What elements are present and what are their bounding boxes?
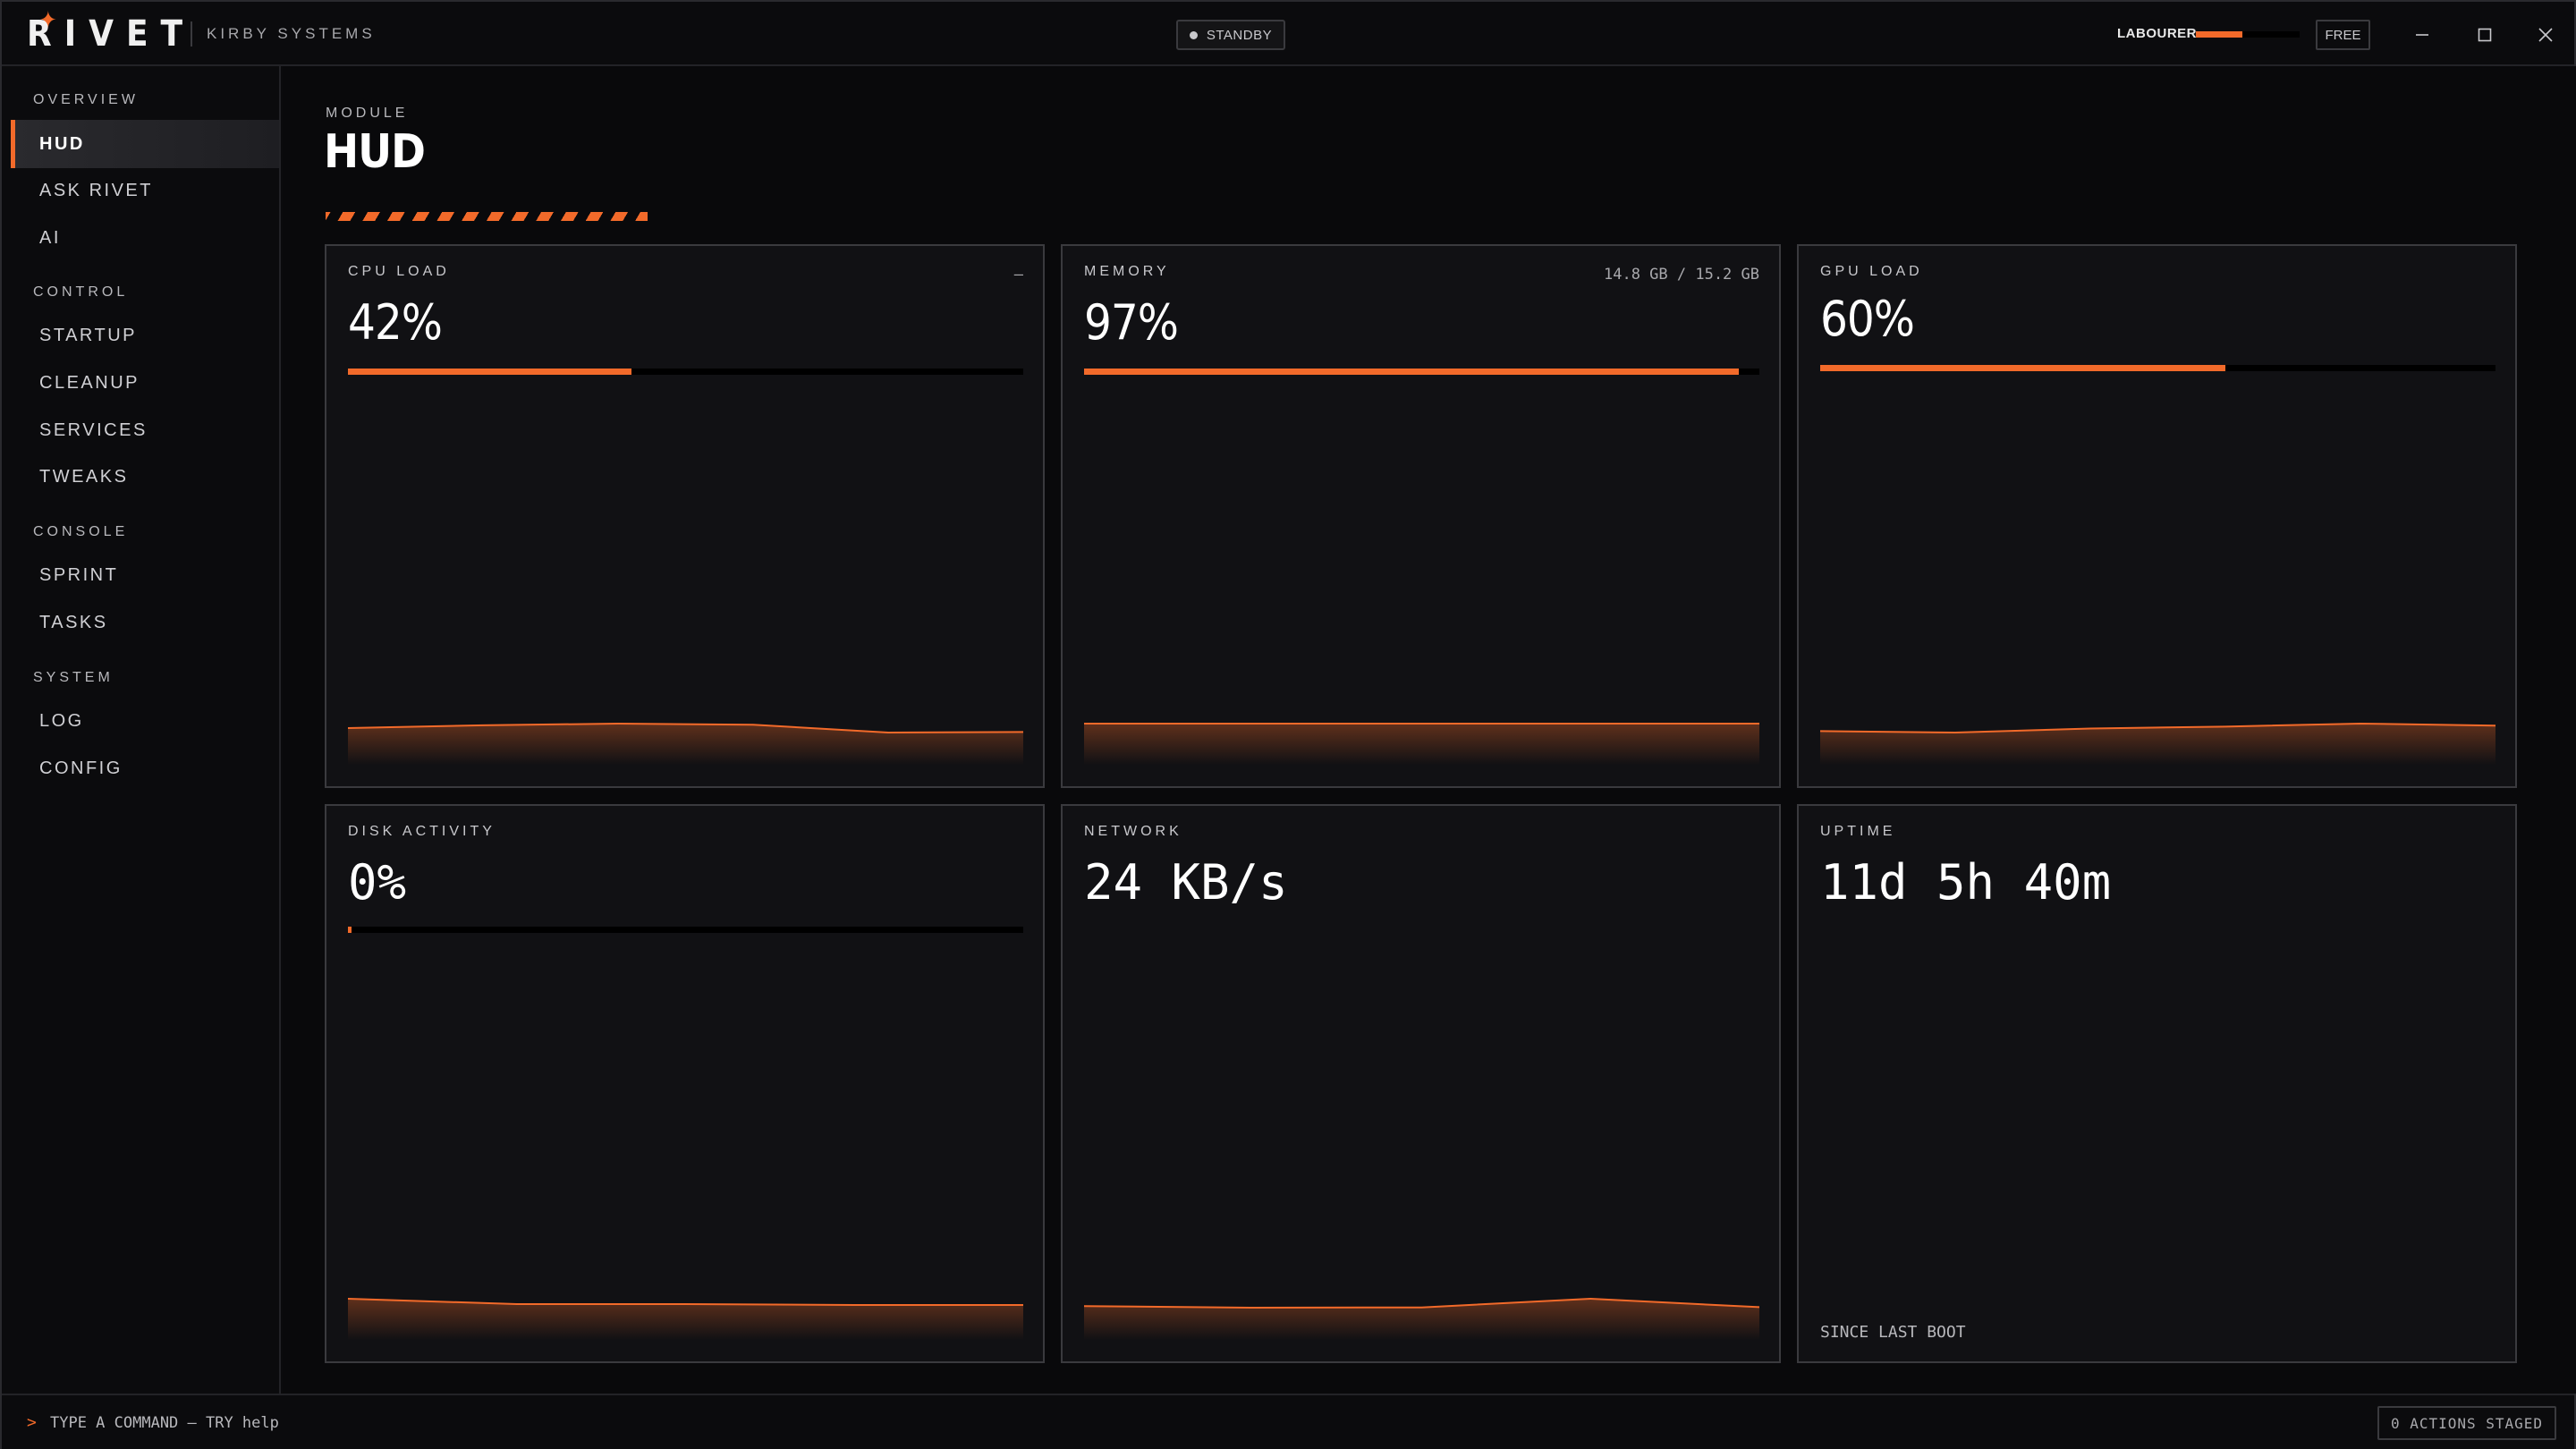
sidebar-item-ask-rivet[interactable]: ASK RIVET — [39, 180, 153, 200]
command-input[interactable] — [50, 1410, 855, 1436]
sparkline-area — [1084, 1299, 1759, 1340]
plan-badge[interactable]: FREE — [2316, 20, 2370, 50]
memory-bar-fill — [1084, 369, 1739, 375]
disk-activity-bar — [348, 927, 1023, 933]
card-value: 97% — [1084, 294, 1179, 351]
maximize-button[interactable] — [2469, 20, 2501, 50]
sparkline-area — [1820, 724, 2496, 765]
rivet-logo: RIVET ✦ — [27, 7, 196, 55]
minimize-icon — [2416, 34, 2428, 36]
cpu-load-card: CPU LOAD — 42% — [325, 244, 1045, 788]
network-sparkline — [1084, 1297, 1759, 1340]
sidebar-item-tweaks[interactable]: TWEAKS — [39, 466, 129, 487]
card-title: NETWORK — [1084, 824, 1182, 839]
card-title: GPU LOAD — [1820, 264, 1923, 279]
command-bar: > 0 ACTIONS STAGED — [2, 1394, 2574, 1449]
sparkline-line — [348, 1298, 1023, 1306]
sparkline-area — [348, 724, 1023, 765]
sidebar-item-tasks[interactable]: TASKS — [39, 612, 108, 632]
sidebar-group-system: SYSTEM — [33, 670, 114, 685]
disk-activity-bar-fill — [348, 927, 352, 933]
close-button[interactable] — [2529, 20, 2562, 50]
memory-sparkline — [1084, 723, 1759, 765]
sidebar-item-startup[interactable]: STARTUP — [39, 325, 137, 345]
sidebar-item-cleanup[interactable]: CLEANUP — [39, 372, 140, 393]
network-card: NETWORK 24 KB/s — [1061, 804, 1781, 1363]
sparkline-area — [1084, 724, 1759, 765]
uptime-card: UPTIME 11d 5h 40m SINCE LAST BOOT — [1797, 804, 2517, 1363]
disk-activity-card: DISK ACTIVITY 0% — [325, 804, 1045, 1363]
logo-text: RIVET — [27, 13, 196, 55]
cpu-load-bar — [348, 369, 1023, 375]
sidebar-item-log[interactable]: LOG — [39, 710, 84, 731]
status-badge[interactable]: STANDBY — [1176, 20, 1285, 50]
card-title: CPU LOAD — [348, 264, 450, 279]
brand-divider — [191, 21, 192, 47]
gpu-load-bar — [1820, 365, 2496, 371]
sidebar: OVERVIEW HUD ASK RIVET AI CONTROL STARTU… — [2, 66, 281, 1394]
actions-staged-badge[interactable]: 0 ACTIONS STAGED — [2377, 1406, 2556, 1440]
gpu-sparkline — [1820, 722, 2496, 765]
sidebar-item-hud[interactable]: HUD — [11, 120, 279, 168]
minimize-button[interactable] — [2406, 20, 2438, 50]
prompt-icon: > — [27, 1413, 37, 1432]
card-title: UPTIME — [1820, 824, 1896, 839]
card-meta: 14.8 GB / 15.2 GB — [1604, 266, 1759, 284]
cpu-load-bar-fill — [348, 369, 631, 375]
close-icon — [2538, 28, 2553, 42]
user-role: LABOURER — [2117, 26, 2197, 41]
status-label: STANDBY — [1206, 27, 1273, 43]
memory-bar — [1084, 369, 1759, 375]
sidebar-item-services[interactable]: SERVICES — [39, 419, 148, 440]
sparkline-area — [348, 1299, 1023, 1340]
maximize-icon — [2478, 28, 2492, 42]
card-value: 24 KB/s — [1084, 854, 1288, 911]
sidebar-item-ai[interactable]: AI — [39, 227, 61, 248]
company-name: KIRBY SYSTEMS — [207, 25, 376, 42]
module-label: MODULE — [326, 106, 409, 121]
hazard-stripe — [326, 212, 648, 221]
sidebar-group-console: CONSOLE — [33, 524, 129, 539]
sparkline-line — [1084, 1297, 1759, 1309]
user-progress-bar — [2196, 31, 2300, 38]
page-title: HUD — [324, 125, 426, 179]
title-bar: RIVET ✦ KIRBY SYSTEMS STANDBY LABOURER F… — [2, 2, 2574, 66]
sparkline-line — [1820, 722, 2496, 734]
user-progress-fill — [2196, 31, 2242, 38]
main-content: MODULE HUD CPU LOAD — 42% MEMORY 14.8 GB… — [283, 66, 2576, 1394]
card-meta: — — [1013, 266, 1023, 284]
sparkline-line — [348, 722, 1023, 734]
card-title: MEMORY — [1084, 264, 1170, 279]
spark-icon: ✦ — [39, 7, 57, 34]
status-dot-icon — [1189, 30, 1198, 39]
sidebar-group-control: CONTROL — [33, 284, 129, 300]
disk-sparkline — [348, 1298, 1023, 1340]
card-value: 0% — [348, 854, 407, 911]
gpu-load-card: GPU LOAD 60% — [1797, 244, 2517, 788]
sidebar-item-config[interactable]: CONFIG — [39, 758, 123, 778]
card-title: DISK ACTIVITY — [348, 824, 496, 839]
sidebar-group-overview: OVERVIEW — [33, 92, 139, 107]
card-value: 11d 5h 40m — [1820, 854, 2112, 911]
card-value: 60% — [1820, 291, 1915, 347]
card-value: 42% — [348, 294, 443, 351]
cpu-sparkline — [348, 722, 1023, 765]
memory-card: MEMORY 14.8 GB / 15.2 GB 97% — [1061, 244, 1781, 788]
gpu-load-bar-fill — [1820, 365, 2225, 371]
sidebar-item-sprint[interactable]: SPRINT — [39, 564, 119, 585]
uptime-footer: SINCE LAST BOOT — [1820, 1323, 1966, 1342]
